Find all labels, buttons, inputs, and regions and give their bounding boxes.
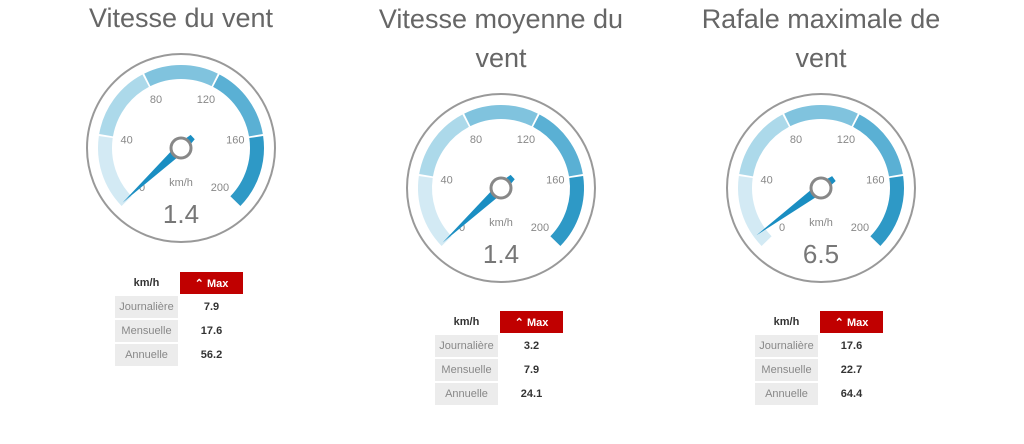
row-label: Mensuelle [755, 359, 818, 381]
tick-label: 200 [851, 222, 869, 234]
row-value: 17.6 [840, 340, 863, 352]
table-row: Journalière 17.6 [755, 335, 883, 357]
gauge-band [870, 176, 904, 246]
row-value: 24.1 [520, 388, 543, 400]
unit-header: km/h [773, 316, 800, 328]
row-label: Journalière [115, 296, 178, 318]
max-label: Max [206, 277, 229, 290]
table-row: Annuelle 24.1 [435, 383, 563, 405]
gauge-band [99, 74, 149, 137]
row-label: Journalière [435, 335, 498, 357]
row-label: Mensuelle [435, 359, 498, 381]
row-label: Annuelle [755, 383, 818, 405]
unit-header: km/h [453, 316, 480, 328]
max-table: km/h ⌃ Max Journalière 17.6 Mensuelle 22.7 … [753, 309, 885, 407]
tick-label: 80 [150, 94, 162, 106]
tick-label: 0 [459, 222, 465, 234]
panel-title: Vitesse moyenne du vent [378, 4, 624, 73]
row-value: 3.2 [523, 340, 540, 352]
table-row: Journalière 7.9 [115, 296, 243, 318]
table-row: Mensuelle 7.9 [435, 359, 563, 381]
panel-title: Rafale maximale de vent [701, 4, 941, 73]
needle-pivot [169, 136, 193, 160]
tick-label: 160 [226, 134, 244, 146]
row-label: Mensuelle [115, 320, 178, 342]
tick-label: 40 [441, 174, 453, 186]
tick-label: 0 [779, 222, 785, 234]
gauge-band [739, 114, 789, 177]
row-value: 22.7 [840, 364, 863, 376]
unit-label: km/h [489, 217, 513, 229]
max-label: Max [526, 316, 549, 329]
tick-label: 80 [790, 134, 802, 146]
table-row: Mensuelle 22.7 [755, 359, 883, 381]
gauge-band [853, 114, 903, 177]
tick-label: 120 [517, 134, 535, 146]
row-value: 7.9 [523, 364, 540, 376]
tick-label: 160 [546, 174, 564, 186]
table-row: Mensuelle 17.6 [115, 320, 243, 342]
gauge-band [419, 114, 469, 177]
max-toggle-button[interactable]: ⌃ Max [820, 311, 883, 333]
gauge: 0 40 80 120 160 200 km/h 1.4 [86, 53, 276, 243]
max-table: km/h ⌃ Max Journalière 3.2 Mensuelle 7.9 An… [433, 309, 565, 407]
gauge-band [230, 136, 264, 206]
tick-label: 160 [866, 174, 884, 186]
max-table: km/h ⌃ Max Journalière 7.9 Mensuelle 17.6 A… [113, 270, 245, 368]
gauge-band [418, 176, 452, 246]
row-value: 7.9 [203, 301, 220, 313]
unit-label: km/h [809, 217, 833, 229]
table-row: Annuelle 64.4 [755, 383, 883, 405]
gauge-band [98, 136, 132, 206]
gauge-band [550, 176, 584, 246]
table-row: Journalière 3.2 [435, 335, 563, 357]
row-label: Annuelle [435, 383, 498, 405]
row-value: 17.6 [200, 325, 223, 337]
current-value: 1.4 [163, 199, 199, 229]
current-value: 6.5 [803, 239, 839, 269]
tick-label: 200 [531, 222, 549, 234]
max-toggle-button[interactable]: ⌃ Max [180, 272, 243, 294]
tick-label: 120 [197, 94, 215, 106]
unit-label: km/h [169, 177, 193, 189]
needle-pivot [489, 176, 513, 200]
gauge-band [213, 74, 263, 137]
tick-label: 200 [211, 182, 229, 194]
gauge: 0 40 80 120 160 200 km/h 6.5 [726, 93, 916, 283]
max-toggle-button[interactable]: ⌃ Max [500, 311, 563, 333]
gauge-band [533, 114, 583, 177]
row-label: Annuelle [115, 344, 178, 366]
gauge-band [784, 105, 858, 127]
unit-header: km/h [133, 277, 160, 289]
tick-label: 80 [470, 134, 482, 146]
table-row: Annuelle 56.2 [115, 344, 243, 366]
tick-label: 40 [121, 134, 133, 146]
max-label: Max [846, 316, 869, 329]
row-value: 56.2 [200, 349, 223, 361]
needle-pivot [809, 176, 833, 200]
tick-label: 40 [761, 174, 773, 186]
tick-label: 0 [139, 182, 145, 194]
gauge-band [738, 176, 772, 246]
gauge-band [144, 65, 218, 87]
tick-label: 120 [837, 134, 855, 146]
current-value: 1.4 [483, 239, 519, 269]
gauge: 0 40 80 120 160 200 km/h 1.4 [406, 93, 596, 283]
gauge-band [464, 105, 538, 127]
row-label: Journalière [755, 335, 818, 357]
panel-title: Vitesse du vent [88, 3, 274, 33]
row-value: 64.4 [840, 388, 863, 400]
